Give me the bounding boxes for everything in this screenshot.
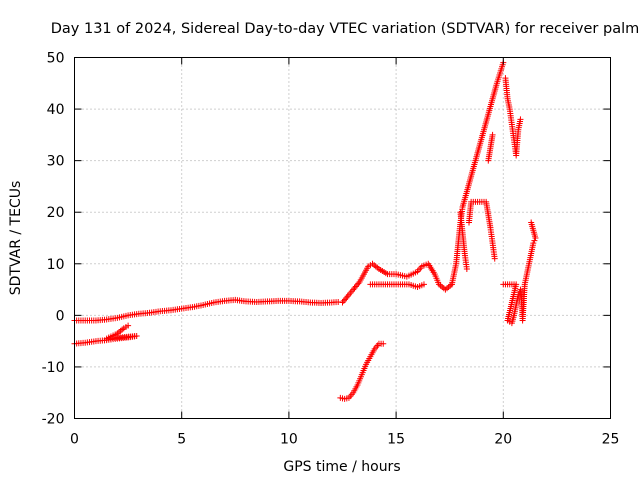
series-lower-band [71,322,140,347]
y-tick-label: -20 [42,412,65,428]
data-point [380,340,387,347]
data-point [528,219,535,226]
y-tick-label: 40 [47,102,65,118]
y-tick-label: 0 [56,308,65,324]
data-point [530,240,537,247]
grid-lines [74,57,611,419]
plot-frame [74,57,611,419]
x-tick-label: 5 [177,432,186,448]
series-negative-dip [337,340,387,402]
data-point [489,131,496,138]
axis-ticks [74,57,611,419]
x-tick-label: 10 [280,432,298,448]
data-point [517,116,524,123]
x-tick-label: 0 [70,432,79,448]
data-point [335,298,342,305]
series-main-band [71,296,342,324]
data-point [463,265,470,272]
x-tick-label: 15 [387,432,405,448]
x-tick-labels: 0 5 10 15 20 25 [70,432,619,448]
data-point [420,281,427,288]
data-points [71,59,539,402]
y-tick-label: -10 [42,360,65,376]
x-axis-label: GPS time / hours [283,459,400,475]
series-rise-segment [339,260,455,306]
x-tick-label: 20 [494,432,512,448]
series-flat-segment [367,281,427,290]
y-axis-label: SDTVAR / TECUs [8,181,24,296]
chart-title: Day 131 of 2024, Sidereal Day-to-day VTE… [51,21,640,37]
y-tick-label: 20 [47,205,65,221]
x-tick-label: 25 [602,432,620,448]
data-point [491,255,498,262]
series-storm-rise [448,59,507,288]
y-tick-label: 30 [47,154,65,170]
y-tick-labels: -20 -10 0 10 20 30 40 50 [42,51,65,428]
data-point [125,322,132,329]
y-tick-label: 50 [47,51,65,67]
y-tick-label: 10 [47,257,65,273]
series-storm-scatter [457,75,524,272]
series-post-storm [500,219,539,327]
data-point [515,291,522,298]
data-point [531,237,538,244]
